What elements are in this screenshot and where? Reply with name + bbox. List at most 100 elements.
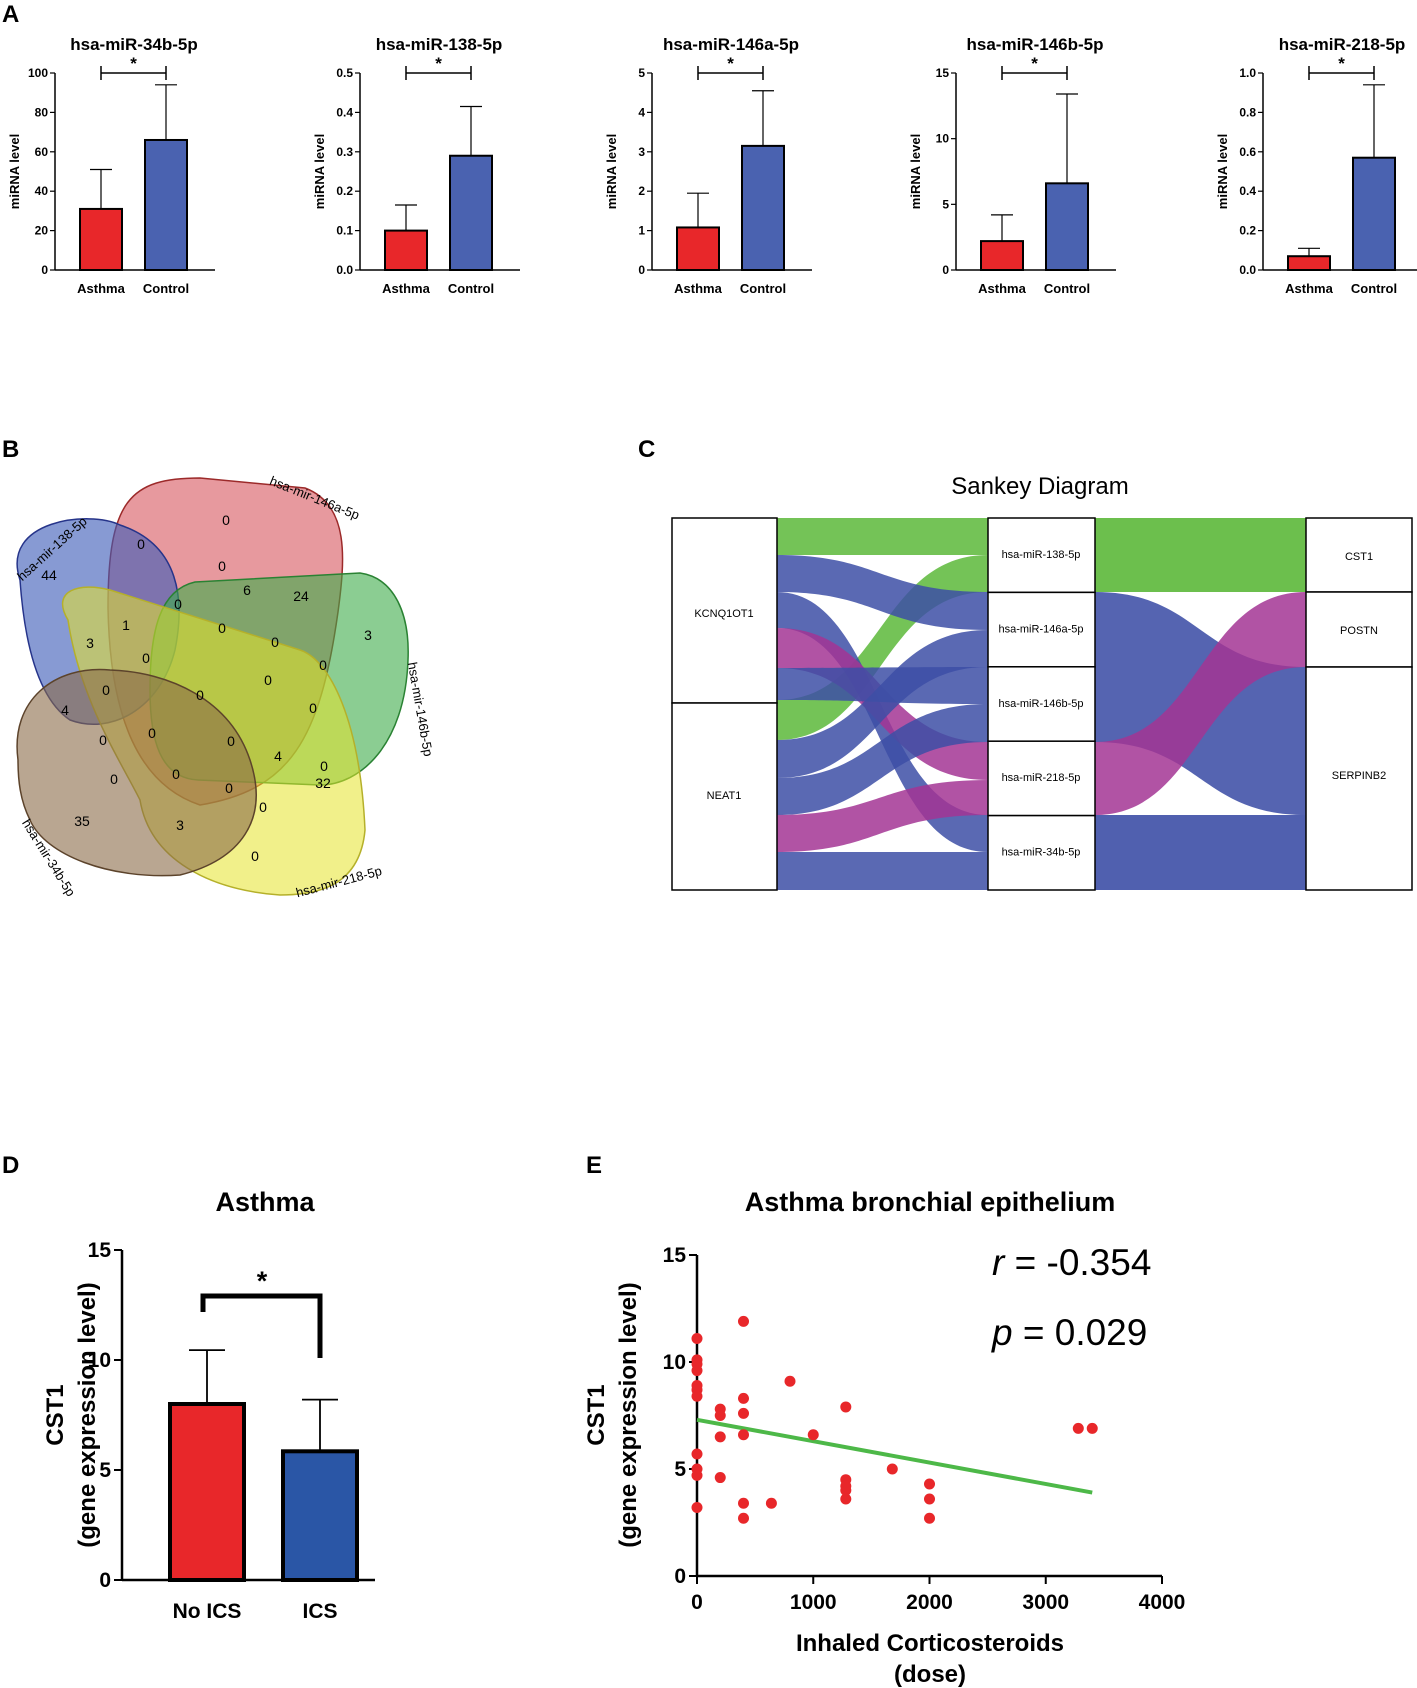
panel-e-y-label: CST1 bbox=[583, 1384, 610, 1445]
venn-region-count: 44 bbox=[41, 567, 57, 583]
panel-e-data-point bbox=[886, 1463, 898, 1475]
mini-chart-y-tick-label: 20 bbox=[35, 224, 49, 238]
panel-e-data-point bbox=[807, 1429, 819, 1441]
panel-e-data-point bbox=[714, 1472, 726, 1484]
mini-chart-sig-star: * bbox=[435, 54, 442, 73]
sankey-node-box bbox=[987, 740, 1096, 817]
mini-chart-y-tick-label: 0.0 bbox=[336, 263, 353, 277]
venn-region-count: 0 bbox=[319, 657, 327, 673]
sankey-node-box bbox=[1305, 517, 1413, 593]
panel-e-x-label: Inhaled Corticosteroids bbox=[796, 1630, 1064, 1657]
mini-chart-bar-asthma bbox=[980, 240, 1024, 272]
venn-shape-mir-34b bbox=[16, 668, 257, 877]
venn-region-count: 4 bbox=[61, 702, 69, 718]
panel-e-data-point bbox=[924, 1493, 935, 1505]
mini-chart-x-label: Control bbox=[1044, 281, 1090, 296]
venn-region-count: 24 bbox=[293, 588, 309, 604]
sankey-title: Sankey Diagram bbox=[951, 473, 1128, 500]
mini-chart-bar-control bbox=[741, 144, 785, 271]
mini-chart-y-tick-label: 1 bbox=[638, 224, 645, 238]
panel-d-bar-chart: Asthma CST1 (gene expression level) 0 5 10 15 N… bbox=[42, 1187, 375, 1623]
mini-chart-x-label: Asthma bbox=[1285, 281, 1333, 296]
venn-region-count: 0 bbox=[102, 682, 110, 698]
panel-c-sankey-diagram: Sankey Diagram KCNQ1OT1 NEAT1 hsa-miR-138-… bbox=[671, 473, 1413, 891]
mini-chart-y-tick-label: 1.0 bbox=[1239, 66, 1256, 80]
sankey-flow-138-cst1 bbox=[1095, 518, 1306, 592]
mini-chart-y-tick-label: 100 bbox=[28, 66, 48, 80]
mini-chart-bar-control bbox=[144, 138, 188, 271]
mini-chart-y-label: miRNA level bbox=[604, 134, 619, 209]
mini-chart-x-label: Asthma bbox=[382, 281, 430, 296]
venn-region-count: 0 bbox=[309, 700, 317, 716]
mini-chart-4: hsa-miR-146b-5p miRNA level 0 5 10 15 Asthma Co… bbox=[908, 35, 1116, 296]
panel-e-r-stat: r = -0.354 bbox=[992, 1242, 1151, 1283]
panel-d-y-tick-label: 10 bbox=[88, 1349, 111, 1372]
panel-letter-b: B bbox=[2, 436, 19, 463]
mini-chart-bar-asthma bbox=[1287, 255, 1331, 271]
sankey-node-label: CST1 bbox=[1345, 551, 1373, 563]
venn-set-label: hsa-mir-146b-5p bbox=[405, 661, 436, 758]
panel-e-data-point bbox=[691, 1469, 703, 1481]
sankey-flow-neat-146a bbox=[777, 630, 988, 778]
sankey-node-label: hsa-miR-218-5p bbox=[1002, 772, 1081, 784]
venn-region-count: 35 bbox=[74, 813, 90, 829]
venn-region-count: 0 bbox=[271, 634, 279, 650]
mini-chart-y-tick-label: 0.8 bbox=[1239, 105, 1256, 119]
mini-chart-y-tick-label: 0.5 bbox=[336, 66, 353, 80]
mini-chart-3: hsa-miR-146a-5p miRNA level 0 1 2 3 4 5 Asthma Co… bbox=[604, 35, 812, 296]
venn-region-count: 0 bbox=[225, 780, 233, 796]
mini-chart-y-tick-label: 0 bbox=[41, 263, 48, 277]
panel-e-p-label: p bbox=[991, 1312, 1013, 1353]
panel-d-y-label: CST1 bbox=[42, 1384, 69, 1445]
mini-chart-x-label: Control bbox=[448, 281, 494, 296]
mini-chart-sig-star: * bbox=[1031, 54, 1038, 73]
venn-region-count: 3 bbox=[86, 635, 94, 651]
sankey-node-label: NEAT1 bbox=[707, 790, 742, 802]
mini-chart-x-label: Control bbox=[740, 281, 786, 296]
panel-e-fit-line bbox=[696, 1417, 1093, 1495]
panel-d-x-label: No ICS bbox=[173, 1600, 242, 1623]
panel-letter-d: D bbox=[2, 1152, 19, 1179]
panel-d-y-label-2: (gene expression level) bbox=[74, 1282, 101, 1547]
sankey-node-box bbox=[1305, 666, 1413, 891]
sankey-nodes: KCNQ1OT1 NEAT1 hsa-miR-138-5p hsa-miR-146a-… bbox=[671, 517, 1413, 891]
panel-d-y-tick-label: 0 bbox=[99, 1569, 111, 1592]
mini-chart-x-label: Control bbox=[143, 281, 189, 296]
mini-chart-y-tick-label: 0.4 bbox=[336, 105, 353, 119]
sankey-node-box bbox=[987, 591, 1096, 668]
mini-chart-sig-star: * bbox=[1338, 54, 1345, 73]
panel-e-y-tick-label: 15 bbox=[663, 1244, 687, 1267]
mini-chart-x-label: Asthma bbox=[978, 281, 1026, 296]
venn-region-count: 0 bbox=[222, 512, 230, 528]
panel-e-data-point bbox=[840, 1401, 852, 1413]
panel-e-data-point bbox=[691, 1502, 703, 1514]
mini-chart-bar-asthma bbox=[384, 229, 428, 272]
panel-e-r-label: r bbox=[992, 1242, 1006, 1283]
mini-chart-y-label: miRNA level bbox=[312, 134, 327, 209]
mini-chart-y-tick-label: 0.0 bbox=[1239, 263, 1256, 277]
sankey-flow-218-postn bbox=[1095, 592, 1306, 815]
panel-e-scatter-plot: Asthma bronchial epithelium CST1 (gene exp… bbox=[583, 1187, 1185, 1688]
mini-chart-5: hsa-miR-218-5p miRNA level 0.0 0.2 0.4 0.6 0.8… bbox=[1215, 35, 1417, 296]
panel-e-r-value: = -0.354 bbox=[1004, 1242, 1151, 1283]
sankey-node-label: SERPINB2 bbox=[1332, 770, 1386, 782]
venn-region-count: 0 bbox=[218, 558, 226, 574]
mini-chart-x-label: Asthma bbox=[674, 281, 722, 296]
mini-chart-sig-star: * bbox=[727, 54, 734, 73]
panel-d-bar bbox=[168, 1402, 246, 1582]
panel-e-x-tick-label: 3000 bbox=[1022, 1591, 1069, 1614]
mini-chart-x-label: Asthma bbox=[77, 281, 125, 296]
mini-chart-x-label: Control bbox=[1351, 281, 1397, 296]
panel-d-y-tick-label: 15 bbox=[88, 1239, 112, 1262]
mini-chart-bar-control bbox=[449, 154, 493, 272]
sankey-node-label: hsa-miR-146b-5p bbox=[999, 698, 1084, 710]
panel-letter-a: A bbox=[2, 1, 19, 28]
venn-region-count: 3 bbox=[176, 817, 184, 833]
mini-chart-y-tick-label: 10 bbox=[936, 132, 950, 146]
mini-chart-y-tick-label: 80 bbox=[35, 105, 49, 119]
sankey-flow-neat-218 bbox=[777, 780, 988, 852]
sankey-flow-kcnq-138 bbox=[777, 518, 988, 555]
sankey-node-box bbox=[1305, 591, 1413, 668]
